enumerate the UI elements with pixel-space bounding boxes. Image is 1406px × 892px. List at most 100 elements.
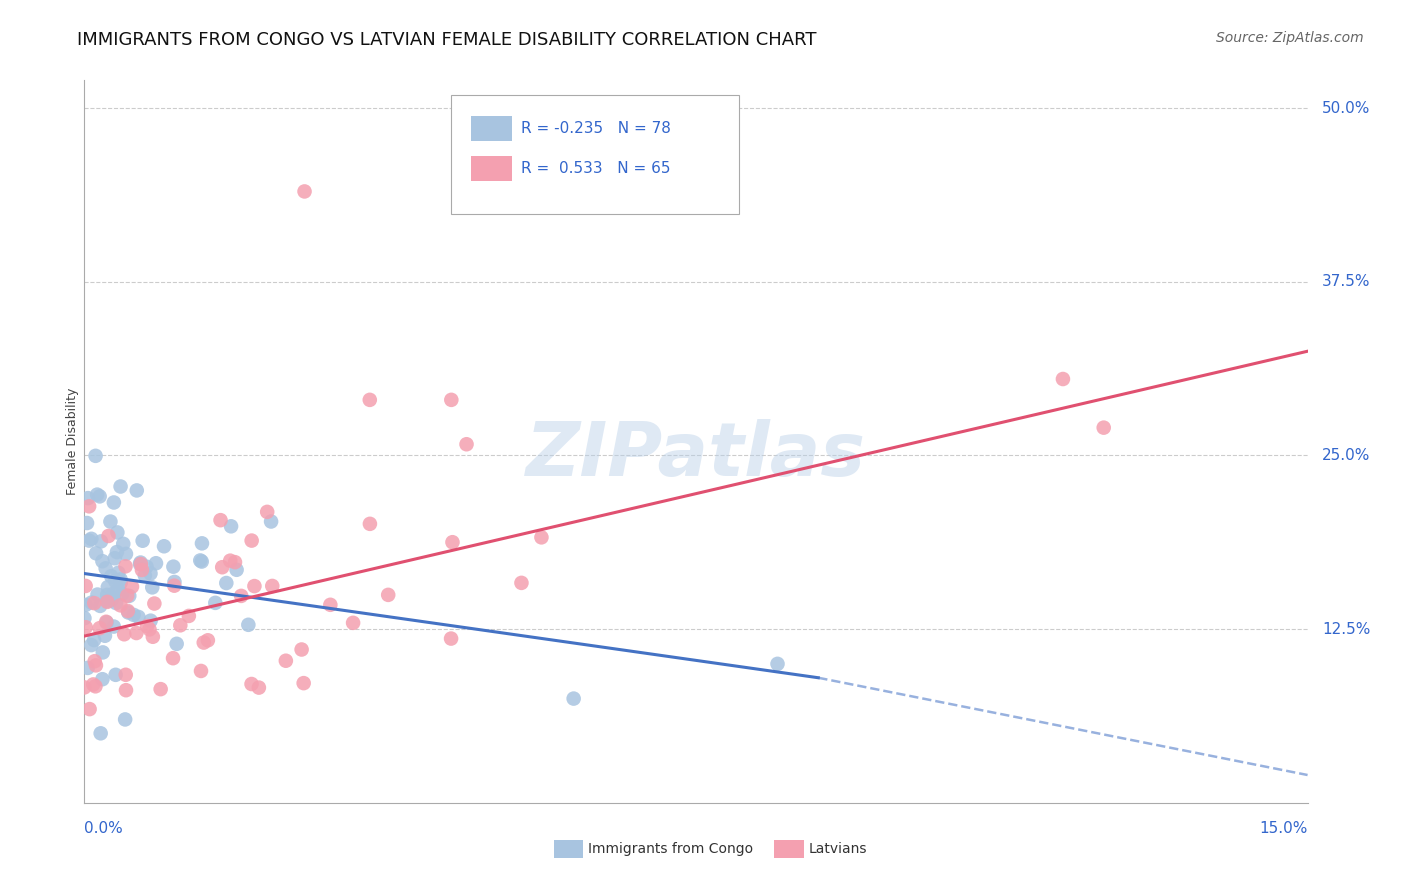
Point	[96, 594, 118, 608]
Point	[103, 619, 125, 633]
Point	[377, 588, 399, 602]
Point	[110, 479, 132, 493]
Point	[96, 588, 118, 602]
Text: Immigrants from Congo: Immigrants from Congo	[588, 842, 754, 856]
Point	[84, 679, 107, 693]
Point	[219, 519, 242, 533]
Point	[83, 633, 105, 648]
Point	[110, 575, 132, 590]
Point	[89, 599, 111, 613]
Point	[163, 579, 186, 593]
Point	[215, 576, 238, 591]
Point	[84, 546, 107, 560]
Point	[114, 559, 136, 574]
Point	[84, 449, 107, 463]
Point	[90, 534, 112, 549]
Point	[76, 661, 98, 675]
Point	[103, 586, 125, 600]
Point	[224, 555, 246, 569]
Point	[110, 599, 132, 613]
Point	[209, 513, 232, 527]
Point	[162, 651, 184, 665]
Point	[145, 556, 167, 570]
Point	[117, 604, 139, 618]
Point	[1052, 372, 1074, 386]
Point	[129, 557, 152, 571]
Text: 12.5%: 12.5%	[1322, 622, 1371, 637]
Point	[274, 654, 297, 668]
Point	[240, 677, 263, 691]
Point	[162, 559, 184, 574]
Point	[359, 392, 381, 407]
Point	[114, 667, 136, 681]
Point	[107, 566, 129, 580]
Point	[84, 658, 107, 673]
Point	[73, 681, 96, 695]
Point	[135, 559, 157, 574]
Point	[291, 642, 314, 657]
Point	[127, 610, 149, 624]
Point	[97, 580, 120, 594]
Point	[131, 533, 153, 548]
Point	[138, 623, 160, 637]
Point	[76, 516, 98, 530]
Point	[562, 691, 585, 706]
Point	[440, 392, 463, 407]
FancyBboxPatch shape	[775, 840, 804, 858]
FancyBboxPatch shape	[471, 117, 513, 141]
Point	[177, 608, 200, 623]
Point	[441, 535, 464, 549]
Point	[91, 554, 114, 568]
Text: R = -0.235   N = 78: R = -0.235 N = 78	[522, 121, 671, 136]
Point	[115, 547, 138, 561]
Point	[112, 537, 135, 551]
Point	[240, 533, 263, 548]
Point	[125, 483, 148, 498]
Point	[100, 593, 122, 607]
Point	[122, 607, 145, 622]
Point	[118, 589, 141, 603]
Point	[129, 556, 152, 570]
Point	[219, 554, 242, 568]
Point	[94, 629, 117, 643]
Point	[342, 615, 364, 630]
Point	[83, 596, 105, 610]
Point	[117, 606, 139, 620]
Point	[141, 580, 163, 594]
Point	[456, 437, 478, 451]
Point	[100, 591, 122, 605]
Text: 37.5%: 37.5%	[1322, 274, 1371, 289]
Text: ZIPatlas: ZIPatlas	[526, 419, 866, 492]
Point	[262, 579, 284, 593]
Point	[105, 525, 128, 540]
Point	[440, 632, 463, 646]
Point	[319, 598, 342, 612]
Point	[80, 596, 103, 610]
Point	[204, 596, 226, 610]
Point	[247, 681, 270, 695]
Point	[75, 620, 97, 634]
Point	[107, 582, 129, 597]
Text: 0.0%: 0.0%	[84, 821, 124, 836]
Point	[75, 598, 97, 612]
Point	[80, 532, 103, 546]
Point	[100, 569, 122, 583]
Point	[79, 702, 101, 716]
Point	[100, 515, 122, 529]
Point	[243, 579, 266, 593]
Point	[112, 627, 135, 641]
Point	[96, 615, 118, 630]
Point	[97, 529, 120, 543]
Point	[510, 575, 533, 590]
FancyBboxPatch shape	[451, 95, 738, 214]
Point	[91, 645, 114, 659]
Point	[105, 545, 128, 559]
Text: Source: ZipAtlas.com: Source: ZipAtlas.com	[1216, 31, 1364, 45]
Point	[193, 635, 215, 649]
Text: Latvians: Latvians	[808, 842, 868, 856]
Point	[225, 563, 247, 577]
Point	[103, 495, 125, 509]
Point	[115, 683, 138, 698]
Point	[136, 619, 159, 633]
Point	[129, 557, 152, 571]
